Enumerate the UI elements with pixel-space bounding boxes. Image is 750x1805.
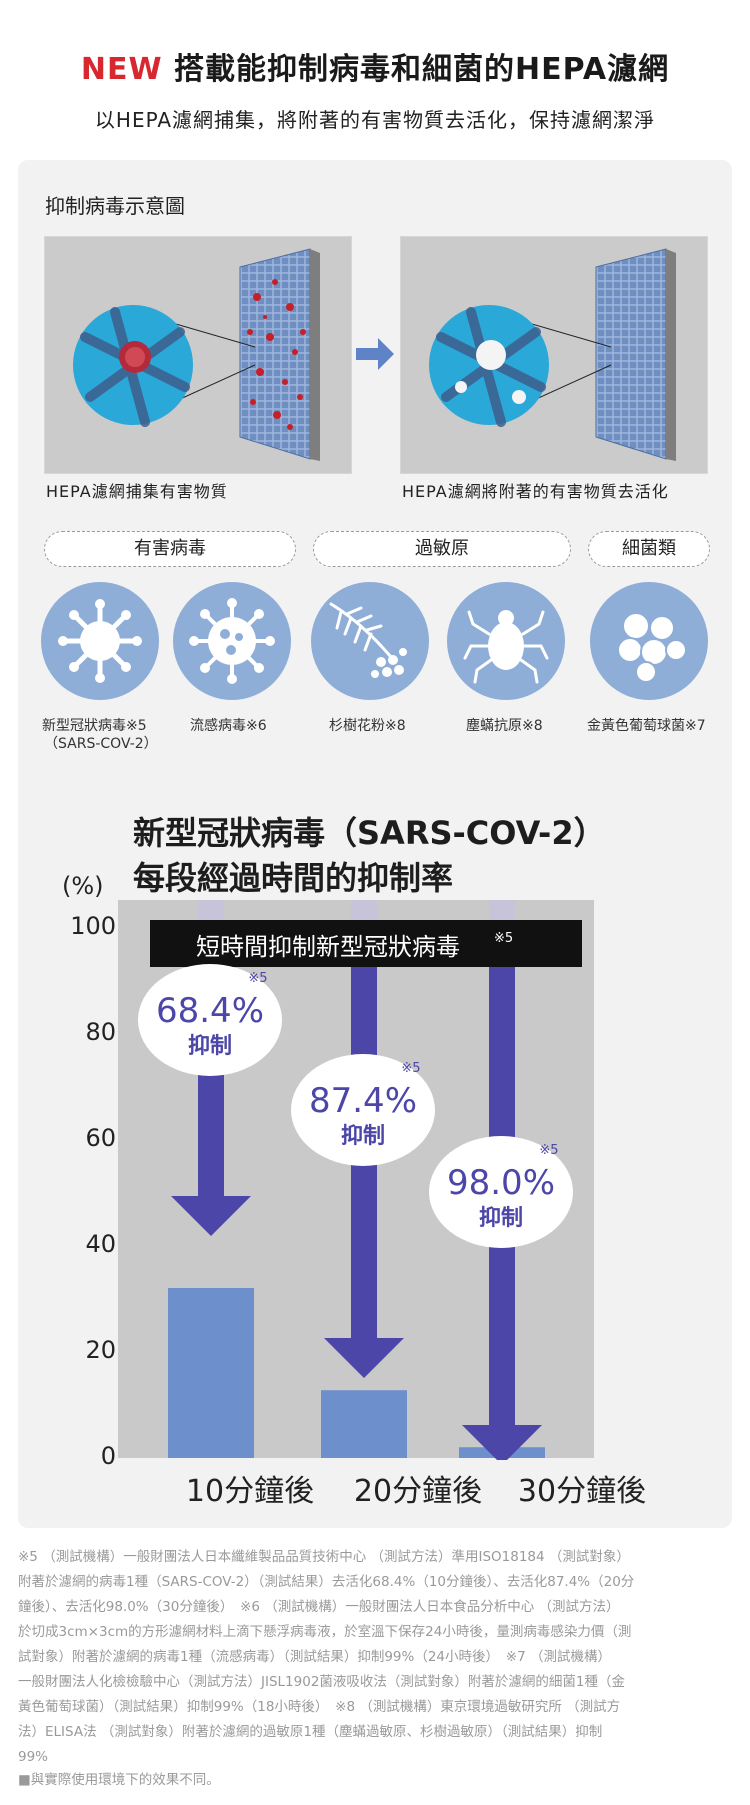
page-title: NEW 搭載能抑制病毒和細菌的HEPA濾網	[0, 44, 750, 88]
chart-title-line2: 每段經過時間的抑制率	[133, 859, 454, 897]
page-subtitle: 以HEPA濾網捕集，將附著的有害物質去活化，保持濾網潔淨	[94, 108, 656, 132]
callout-note-1: ※5	[248, 971, 267, 986]
bar-1	[168, 1287, 254, 1458]
footnote-4: 於切成3cm×3cm的方形濾網材料上滴下懸浮病毒液，於室溫下保存24小時後，量測…	[18, 1624, 632, 1640]
target-label-cedar-pollen: 杉樹花粉※8	[329, 718, 406, 734]
bar-2	[321, 1390, 407, 1458]
cedar-pollen-icon	[311, 582, 429, 700]
target-label-influenza: 流感病毒※6	[190, 718, 267, 734]
filter-inactivate-illustration	[400, 236, 708, 474]
footnote-3: 鐘後）、去活化98.0%（30分鐘後） ※6 （測試機構）一般財團法人日本食品分…	[18, 1599, 620, 1615]
callout-label-2: 抑制	[341, 1124, 385, 1149]
banner-note: ※5	[494, 931, 513, 946]
banner-text: 短時間抑制新型冠狀病毒	[196, 933, 460, 961]
callout-note-2: ※5	[401, 1061, 420, 1076]
banner-box	[150, 920, 582, 967]
footnote-5: 試對象）附著於濾網的病毒1種（流感病毒）（測試結果）抑制99%（24小時後） ※…	[18, 1649, 611, 1665]
category-virus: 有害病毒	[44, 531, 296, 567]
footnote-9: 99%	[18, 1749, 49, 1765]
left-caption: HEPA濾網捕集有害物質	[46, 482, 228, 501]
x-label-30min: 30分鐘後	[517, 1474, 647, 1509]
diagram-title: 抑制病毒示意圖	[45, 194, 185, 218]
suppression-arrow-1	[171, 960, 251, 1236]
y-tick-0: 0	[100, 1442, 116, 1470]
right-caption: HEPA濾網將附著的有害物質去活化	[402, 482, 669, 501]
footnote-6: 一般財團法人化檢檢驗中心（測試方法）JISL1902菌液吸收法（測試對象）附著於…	[18, 1674, 625, 1690]
category-allergen: 過敏原	[313, 531, 571, 567]
callout-label-3: 抑制	[479, 1206, 523, 1231]
staphylococcus-icon	[590, 582, 708, 700]
y-tick-60: 60	[85, 1124, 116, 1152]
callout-note-3: ※5	[539, 1143, 558, 1158]
new-badge: NEW	[80, 52, 163, 87]
footnote-8: 法）ELISA法 （測試對象）附著於濾網的過敏原1種（塵蟎過敏原、杉樹過敏原）（…	[18, 1724, 603, 1740]
footnote-7: 黃色葡萄球菌）（測試結果）抑制99%（18小時後） ※8 （測試機構）東京環境過…	[18, 1699, 621, 1715]
x-label-20min: 20分鐘後	[353, 1474, 483, 1509]
right-arrow-icon	[356, 338, 394, 370]
footnote-2: 附著於濾網的病毒1種（SARS-COV-2）（測試結果）去活化68.4%（10分…	[18, 1574, 635, 1590]
footnote-1: ※5 （測試機構）一般財團法人日本纖維製品品質技術中心 （測試方法）準用ISO1…	[18, 1549, 630, 1565]
callout-2	[291, 1054, 435, 1166]
callout-3	[429, 1136, 573, 1248]
influenza-virus-icon	[173, 582, 291, 700]
y-tick-100: 100	[70, 912, 116, 940]
footnote-10: ■與實際使用環境下的效果不同。	[18, 1772, 220, 1788]
y-axis-unit: (%)	[62, 872, 104, 900]
dust-mite-icon	[447, 582, 565, 700]
callout-label-1: 抑制	[188, 1034, 232, 1059]
callout-value-3: 98.0%	[447, 1163, 555, 1203]
category-bacteria: 細菌類	[588, 531, 710, 567]
chart-title-line1: 新型冠狀病毒（SARS-COV-2）	[133, 814, 606, 852]
x-label-10min: 10分鐘後	[185, 1474, 315, 1509]
callout-1	[138, 964, 282, 1076]
coronavirus-icon	[41, 582, 159, 700]
target-label-coronavirus-code: （SARS-COV-2）	[44, 736, 158, 752]
callout-value-1: 68.4%	[156, 991, 264, 1031]
target-label-dust-mite: 塵蟎抗原※8	[466, 718, 543, 734]
filter-inactivate-graphic	[429, 248, 676, 461]
y-tick-40: 40	[85, 1230, 116, 1258]
title-text: 搭載能抑制病毒和細菌的HEPA濾網	[174, 52, 670, 87]
suppression-arrow-2	[324, 960, 404, 1378]
y-tick-20: 20	[85, 1336, 116, 1364]
filter-capture-graphic	[73, 248, 320, 461]
y-tick-80: 80	[85, 1018, 116, 1046]
filter-capture-illustration	[44, 236, 352, 474]
target-label-staphylococcus: 金黃色葡萄球菌※7	[587, 718, 706, 734]
bar-chart: 短時間抑制新型冠狀病毒 ※5 ※5 68.4% 抑制 ※5 87.4% 抑制 ※5 98.0% 抑制	[118, 900, 594, 1460]
target-label-coronavirus: 新型冠狀病毒※5	[42, 718, 147, 734]
callout-value-2: 87.4%	[309, 1081, 417, 1121]
